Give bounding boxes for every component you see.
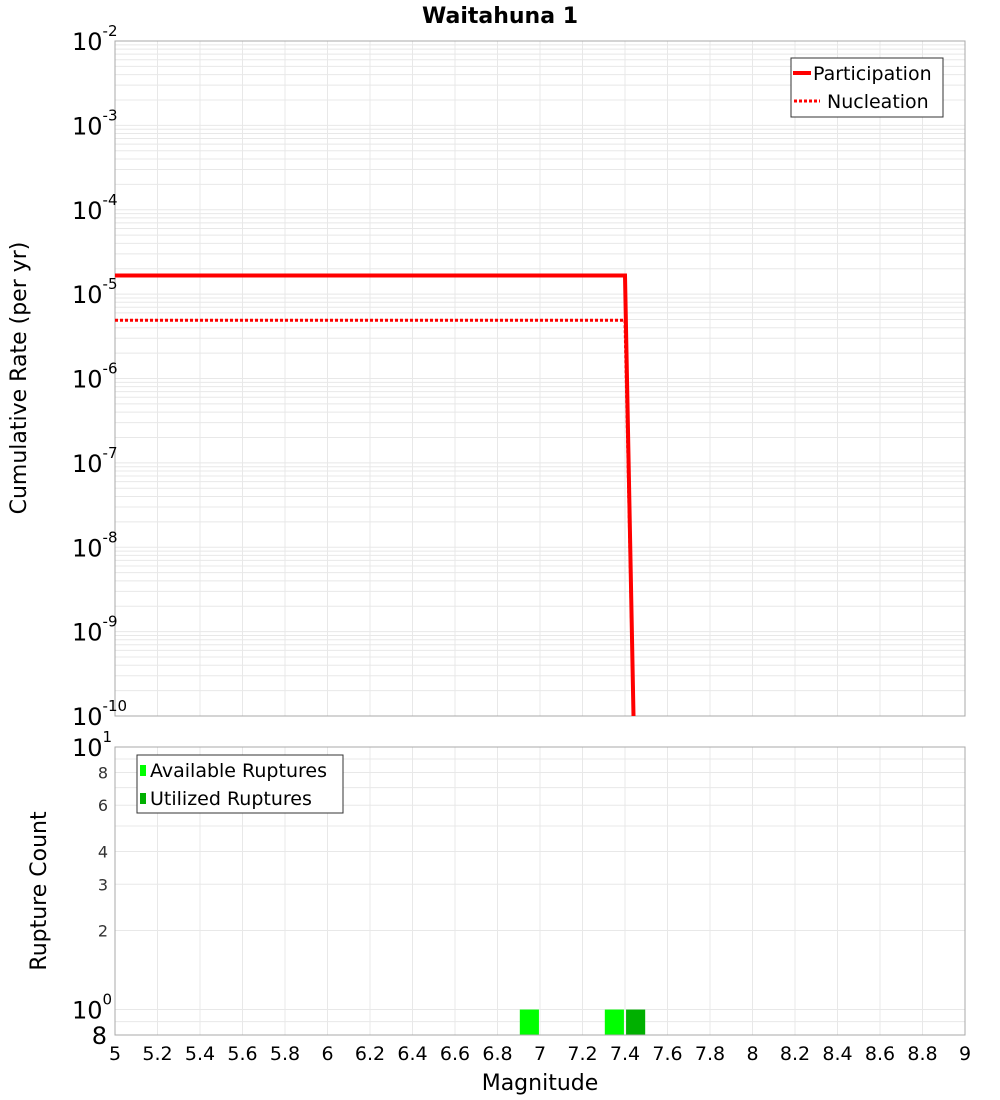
x-tick-label: 7.6 xyxy=(652,1043,682,1065)
top-plot: 10-2 10-3 10-4 10-5 10-6 10-7 10-8 10-9 10-10 Pa… xyxy=(7,22,965,731)
x-tick-label: 6.6 xyxy=(440,1043,470,1065)
y-tick-label: 8 xyxy=(92,1022,107,1050)
bottom-plot: 101864321008 Available Ruptures Utilized… xyxy=(27,728,965,1050)
x-tick-label: 8.6 xyxy=(865,1043,895,1065)
available-ruptures-bar xyxy=(605,1010,624,1035)
x-tick-label: 5.8 xyxy=(270,1043,300,1065)
top-y-axis-label: Cumulative Rate (per yr) xyxy=(7,242,32,515)
bottom-legend: Available Ruptures Utilized Ruptures xyxy=(137,755,343,813)
y-tick-label: 6 xyxy=(98,796,108,815)
y-tick-label: 10-10 xyxy=(72,697,127,731)
y-tick-label: 101 xyxy=(72,728,112,762)
y-tick-label: 100 xyxy=(72,991,112,1025)
y-tick-label: 3 xyxy=(98,875,108,894)
y-tick-label: 4 xyxy=(98,842,108,861)
y-tick-label: 10-2 xyxy=(72,22,118,56)
x-axis-label: Magnitude xyxy=(482,1071,599,1096)
bottom-y-axis-ticks: 101864321008 xyxy=(72,728,112,1050)
y-tick-label: 10-5 xyxy=(72,275,118,309)
x-tick-label: 6.2 xyxy=(355,1043,385,1065)
x-tick-label: 8.8 xyxy=(907,1043,937,1065)
available-ruptures-bar xyxy=(520,1010,539,1035)
x-tick-label: 7.8 xyxy=(695,1043,725,1065)
x-tick-label: 8 xyxy=(746,1043,758,1065)
bottom-y-axis-label: Rupture Count xyxy=(27,811,52,971)
x-tick-label: 6.4 xyxy=(397,1043,427,1065)
y-tick-label: 8 xyxy=(98,763,108,782)
y-tick-label: 10-4 xyxy=(72,191,118,225)
utilized-legend-swatch xyxy=(140,793,146,804)
x-tick-label: 6.8 xyxy=(482,1043,512,1065)
x-tick-label: 5.4 xyxy=(185,1043,215,1065)
x-tick-label: 7.2 xyxy=(567,1043,597,1065)
available-legend-swatch xyxy=(140,765,146,776)
legend-available: Available Ruptures xyxy=(150,760,327,782)
top-legend: Participation Nucleation xyxy=(791,58,943,117)
top-grid xyxy=(115,41,965,716)
chart-figure: Waitahuna 1 10-2 10-3 10-4 10-5 10-6 10-7 10-8… xyxy=(0,0,1000,1100)
y-tick-label: 10-9 xyxy=(72,613,118,647)
x-tick-label: 7.4 xyxy=(610,1043,640,1065)
x-tick-label: 5.6 xyxy=(227,1043,257,1065)
y-tick-label: 10-7 xyxy=(72,444,118,478)
legend-participation: Participation xyxy=(813,63,932,85)
y-tick-label: 10-6 xyxy=(72,360,118,394)
legend-utilized: Utilized Ruptures xyxy=(150,788,312,810)
legend-nucleation: Nucleation xyxy=(827,91,929,113)
x-tick-label: 6 xyxy=(321,1043,333,1065)
x-tick-label: 5.2 xyxy=(142,1043,172,1065)
x-tick-label: 7 xyxy=(534,1043,546,1065)
x-tick-label: 9 xyxy=(959,1043,971,1065)
chart-title: Waitahuna 1 xyxy=(422,4,578,29)
x-tick-label: 5 xyxy=(109,1043,121,1065)
x-tick-label: 8.2 xyxy=(780,1043,810,1065)
y-tick-label: 10-3 xyxy=(72,106,118,140)
utilized-ruptures-bar xyxy=(626,1010,645,1035)
x-tick-label: 8.4 xyxy=(822,1043,852,1065)
x-axis-ticks: 5 5.2 5.4 5.6 5.8 6 6.2 6.4 6.6 6.8 7 7.2 7.4 7.6 7.8 8… xyxy=(109,1043,971,1065)
y-tick-label: 2 xyxy=(98,922,108,941)
y-tick-label: 10-8 xyxy=(72,528,118,562)
